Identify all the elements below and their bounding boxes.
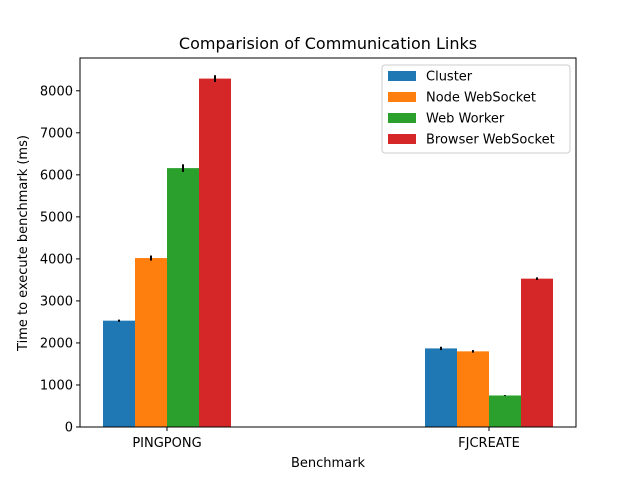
legend-label: Web Worker: [426, 112, 505, 127]
bar-browser-websocket-fjcreate: [521, 278, 553, 427]
legend-label: Node WebSocket: [426, 91, 536, 106]
y-tick-label: 7000: [40, 126, 73, 141]
legend-swatch: [388, 71, 416, 81]
legend: Cluster Node WebSocket Web Worker Browser W…: [381, 64, 571, 154]
bar-web-worker-pingpong: [167, 168, 199, 428]
bar-node-websocket-fjcreate: [457, 351, 489, 427]
x-axis-label: Benchmark: [291, 456, 366, 471]
y-tick-label: 6000: [40, 168, 73, 183]
legend-label: Browser WebSocket: [426, 133, 555, 148]
y-tick-label: 2000: [40, 336, 73, 351]
legend-swatch: [388, 92, 416, 102]
legend-swatch: [388, 113, 416, 123]
y-axis-label: Time to execute benchmark (ms): [16, 135, 31, 352]
bar-browser-websocket-pingpong: [199, 78, 231, 427]
bar-web-worker-fjcreate: [489, 395, 521, 427]
y-tick-label: 0: [65, 421, 73, 436]
x-tick-label: PINGPONG: [132, 436, 201, 451]
y-tick-label: 8000: [40, 84, 73, 99]
bar-cluster-pingpong: [103, 320, 135, 427]
chart-title: Comparision of Communication Links: [179, 34, 477, 53]
bar-node-websocket-pingpong: [135, 258, 167, 427]
y-tick-label: 5000: [40, 210, 73, 225]
y-tick-label: 3000: [40, 294, 73, 309]
y-tick-label: 4000: [40, 252, 73, 267]
legend-swatch: [388, 134, 416, 144]
x-tick-label: FJCREATE: [458, 436, 520, 451]
y-tick-label: 1000: [40, 378, 73, 393]
axes-frame: [79, 57, 577, 428]
legend-box: [381, 64, 571, 154]
legend-label: Cluster: [426, 70, 473, 85]
bar-cluster-fjcreate: [425, 348, 457, 427]
plot-area: 0 1000 2000 3000 4000 5000 6000 7000 8000 PINGPON…: [40, 57, 577, 451]
